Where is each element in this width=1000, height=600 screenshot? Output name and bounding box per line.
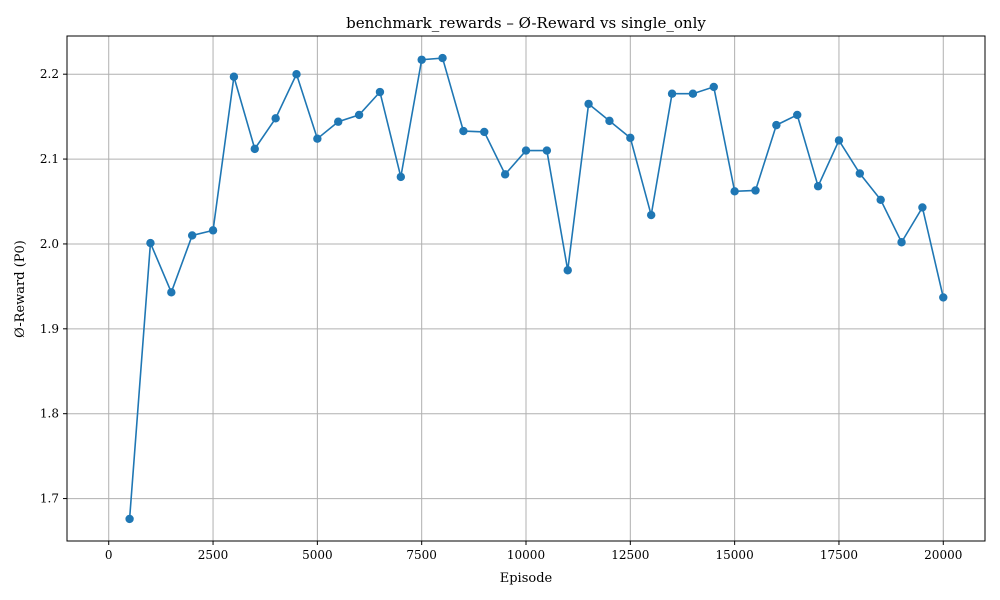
data-point — [667, 89, 677, 98]
data-point — [709, 82, 718, 92]
data-point — [521, 146, 531, 155]
y-tick-label: 1.7 — [40, 492, 59, 506]
data-point — [417, 55, 426, 64]
data-point — [167, 288, 176, 297]
y-axis-label: Ø-Reward (P0) — [13, 240, 28, 338]
grid-lines — [67, 36, 985, 541]
x-tick-label: 7500 — [406, 548, 437, 562]
data-point — [125, 514, 134, 524]
data-point — [459, 126, 468, 136]
y-tick-label: 2.0 — [40, 237, 59, 251]
data-point — [500, 170, 510, 179]
data-point — [646, 210, 656, 220]
data-point — [292, 69, 301, 79]
data-point — [584, 99, 593, 109]
x-tick-label: 12500 — [611, 548, 649, 562]
data-point — [688, 89, 698, 98]
data-point — [876, 195, 885, 205]
data-point — [313, 134, 322, 143]
y-tick-label: 1.9 — [40, 322, 59, 336]
data-point — [271, 114, 280, 123]
data-point — [834, 136, 844, 145]
series-line — [128, 57, 945, 519]
data-point — [250, 144, 259, 154]
data-point — [855, 169, 865, 178]
data-series — [125, 53, 948, 524]
x-tick-label: 15000 — [716, 548, 754, 562]
x-tick-label: 20000 — [924, 548, 962, 562]
data-point — [813, 182, 823, 191]
data-point — [146, 238, 155, 248]
chart-title: benchmark_rewards – Ø-Reward vs single_o… — [346, 14, 706, 32]
data-point — [605, 116, 614, 126]
data-point — [542, 146, 552, 155]
data-point — [730, 187, 739, 196]
y-axis-ticks: 1.7 1.8 1.9 2.0 2.1 2.2 — [40, 67, 67, 506]
data-point — [438, 53, 447, 63]
x-axis-ticks: 0 2500 5000 7500 10000 12500 15000 17500 20000 — [105, 541, 962, 562]
data-point — [187, 231, 197, 240]
data-point — [563, 266, 572, 275]
data-point — [375, 87, 385, 97]
y-tick-label: 2.1 — [40, 152, 59, 166]
data-point — [208, 226, 218, 235]
data-point — [396, 172, 406, 182]
data-point — [334, 117, 343, 126]
data-point — [354, 110, 364, 120]
x-axis-label: Episode — [500, 571, 553, 586]
x-tick-label: 17500 — [820, 548, 858, 562]
data-point — [918, 203, 927, 212]
data-point — [772, 120, 781, 130]
x-tick-label: 5000 — [302, 548, 333, 562]
data-point — [939, 293, 948, 302]
x-tick-label: 2500 — [198, 548, 229, 562]
y-tick-label: 1.8 — [40, 407, 59, 421]
data-point — [751, 186, 760, 195]
data-point — [626, 133, 635, 143]
data-point — [480, 127, 489, 137]
x-tick-label: 10000 — [507, 548, 545, 562]
x-tick-label: 0 — [105, 548, 113, 562]
data-point — [229, 72, 239, 81]
y-tick-label: 2.2 — [40, 67, 59, 81]
data-point — [897, 238, 906, 247]
data-point — [793, 110, 802, 120]
